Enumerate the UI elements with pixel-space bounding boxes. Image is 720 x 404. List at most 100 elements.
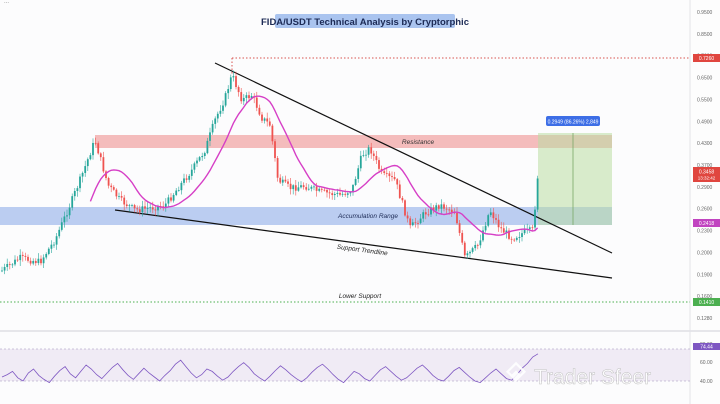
- candle: [357, 168, 360, 179]
- candle: [45, 253, 48, 258]
- candle: [456, 213, 458, 224]
- candle: [180, 182, 183, 191]
- chart-title-bg: [275, 14, 455, 28]
- y-tick-label: 0.6500: [697, 76, 713, 82]
- candle: [440, 204, 443, 209]
- candle: [209, 132, 211, 141]
- candle: [97, 143, 100, 154]
- candle: [248, 95, 250, 99]
- candle: [94, 142, 97, 144]
- bottom-price-badge: [693, 298, 720, 306]
- candle: [11, 264, 14, 266]
- candle: [76, 188, 79, 192]
- candle: [378, 160, 380, 169]
- y-tick-label: 0.1600: [697, 294, 713, 300]
- candle: [71, 196, 74, 208]
- candle: [24, 255, 27, 257]
- candle: [393, 177, 396, 180]
- candle: [521, 233, 523, 238]
- candle: [175, 190, 178, 195]
- candle: [128, 205, 131, 207]
- current-price-text: 0.3458: [699, 170, 715, 176]
- lower-support-label: Lower Support: [339, 293, 382, 300]
- candle: [414, 222, 417, 224]
- bottom-price-text: 0.1410: [699, 300, 715, 306]
- candle: [14, 259, 16, 265]
- candle: [406, 215, 409, 219]
- candle: [427, 214, 430, 216]
- candle: [531, 227, 534, 229]
- candle: [365, 154, 367, 156]
- candle: [404, 200, 406, 216]
- candle: [131, 205, 133, 206]
- candle: [419, 218, 422, 224]
- y-tick-label: 0.4300: [697, 141, 713, 147]
- candle: [203, 153, 206, 156]
- y-tick-label: 0.5500: [697, 97, 713, 103]
- candle: [346, 193, 349, 195]
- candle: [362, 155, 365, 156]
- candle: [6, 264, 9, 267]
- candle: [133, 205, 136, 209]
- candle: [318, 188, 321, 191]
- candle: [505, 230, 508, 233]
- candle: [341, 193, 344, 195]
- candle: [443, 204, 445, 209]
- candle: [261, 114, 263, 121]
- candle: [326, 189, 328, 193]
- candle: [417, 223, 419, 224]
- candle: [372, 153, 375, 156]
- candle: [510, 238, 513, 240]
- y-tick-label: 0.9500: [697, 10, 713, 16]
- candle: [229, 77, 232, 90]
- candle: [164, 203, 167, 208]
- candle: [388, 173, 391, 177]
- candle: [177, 190, 180, 191]
- y-tick-label: 0.8500: [697, 32, 713, 38]
- candle: [536, 178, 539, 210]
- resistance-label: Resistance: [402, 139, 435, 146]
- accumulation-label: Accumulation Range: [337, 213, 398, 220]
- candle: [487, 215, 490, 226]
- moving-average-line: [89, 95, 539, 236]
- candle: [383, 171, 386, 173]
- rsi-badge: [693, 343, 720, 350]
- candle: [313, 186, 315, 188]
- ma-price-badge: [693, 219, 720, 227]
- candle: [89, 155, 92, 160]
- target-label: 0.2949 (86.26%) 2,849: [548, 120, 599, 126]
- candle: [281, 179, 284, 183]
- candle: [411, 222, 414, 226]
- candle: [445, 208, 448, 210]
- candle: [263, 118, 266, 121]
- top-price-text: 0.7260: [699, 56, 715, 62]
- candle: [518, 237, 521, 238]
- candle: [466, 253, 469, 256]
- candle: [339, 192, 341, 195]
- candle: [190, 169, 193, 176]
- candle: [401, 197, 404, 201]
- candle: [471, 248, 474, 252]
- candle: [310, 186, 313, 189]
- price-axis: 0.95000.85000.76000.65000.55000.49000.43…: [697, 10, 713, 322]
- candle: [183, 178, 185, 183]
- candle: [227, 89, 230, 94]
- candle: [534, 209, 536, 228]
- candle: [53, 244, 55, 246]
- candle: [123, 197, 126, 205]
- candle: [287, 181, 289, 184]
- candle: [463, 242, 466, 256]
- candle: [292, 185, 295, 190]
- y-tick-label: 0.2600: [697, 207, 713, 213]
- candle: [359, 155, 362, 169]
- candle: [50, 244, 53, 249]
- candle: [354, 178, 357, 185]
- candle: [271, 125, 274, 142]
- candle: [151, 207, 154, 210]
- candle: [81, 172, 84, 177]
- current-price-time: 13:32:42: [698, 176, 716, 181]
- candle: [474, 244, 477, 249]
- candle: [193, 163, 196, 170]
- candle: [502, 228, 505, 233]
- candle: [1, 270, 3, 272]
